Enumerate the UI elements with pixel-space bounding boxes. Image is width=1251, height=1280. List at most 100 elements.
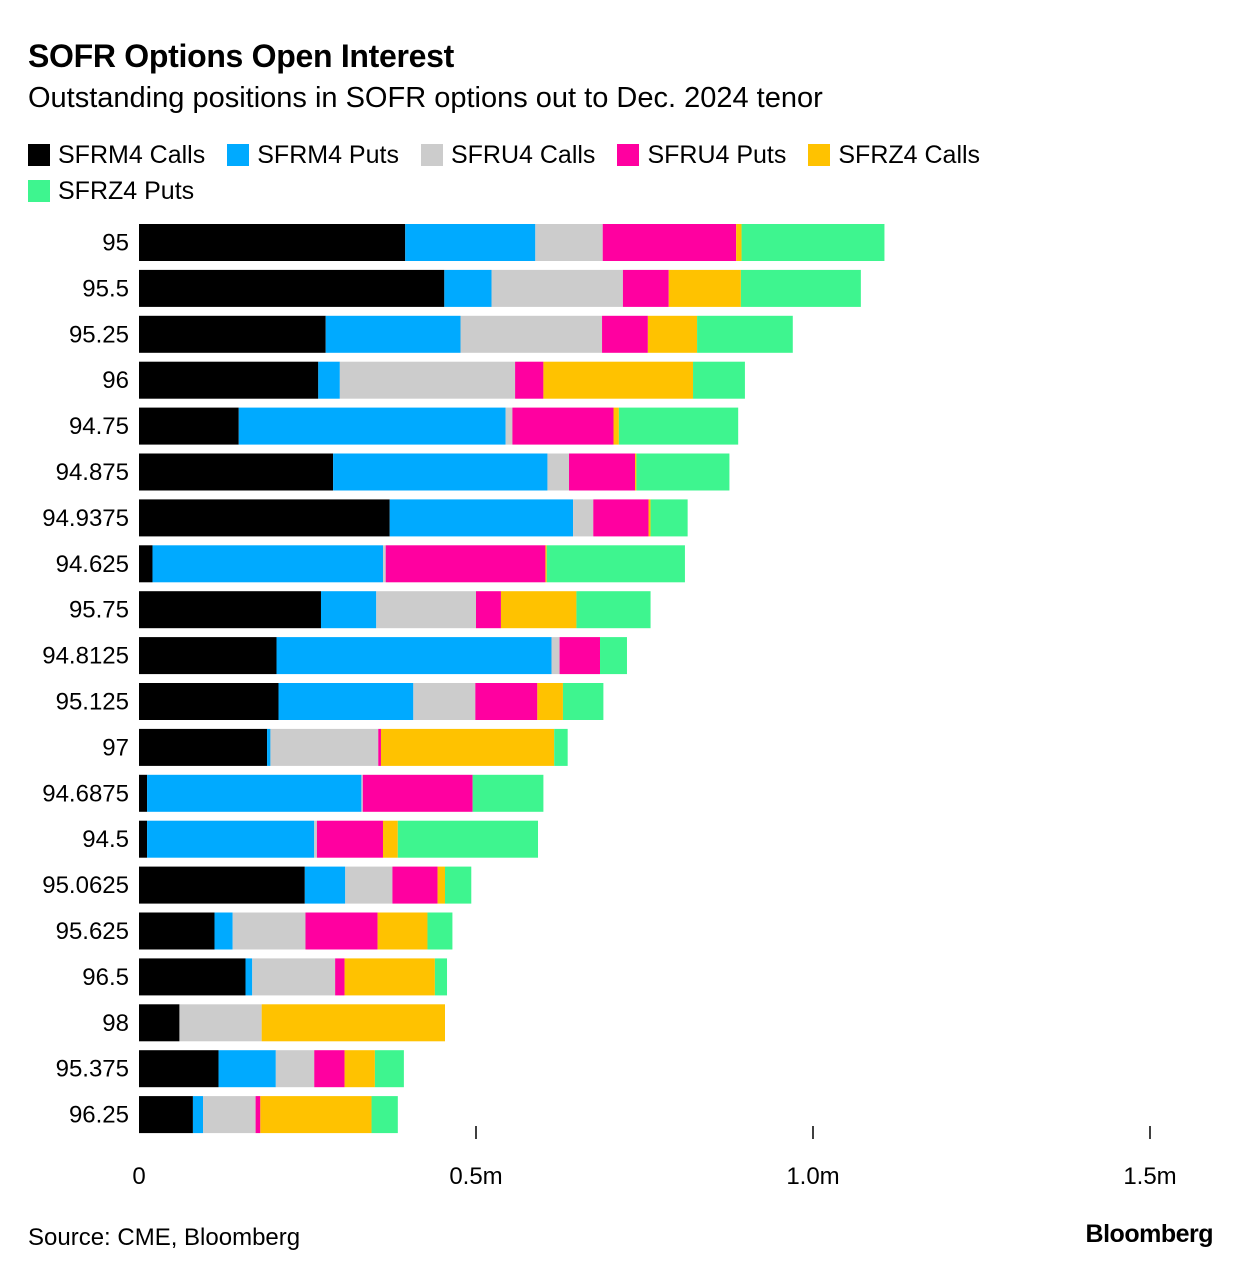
bar-segment: [344, 1050, 375, 1088]
bar-segment: [278, 683, 414, 720]
category-label: 94.6875: [42, 780, 129, 807]
bar-segment: [325, 315, 461, 353]
bar-segment: [139, 1096, 193, 1134]
bar-segment: [192, 1096, 204, 1134]
category-label: 96.25: [69, 1102, 129, 1129]
bar-segment: [600, 637, 627, 675]
bar-segment: [345, 866, 393, 904]
bar-segment: [377, 912, 428, 950]
category-label: 94.875: [56, 459, 129, 486]
bar-segment: [559, 637, 601, 675]
category-label: 94.9375: [42, 505, 129, 532]
legend-item-sfru4-calls: SFRU4 Calls: [420, 140, 596, 169]
bar-segment: [314, 820, 317, 858]
bar-segment: [535, 224, 603, 261]
bar-segment: [444, 866, 472, 904]
bar-segment: [593, 499, 649, 537]
category-label: 97: [102, 734, 129, 761]
legend-swatch: [28, 144, 50, 166]
category-label: 95: [102, 230, 129, 257]
bar-segment: [380, 728, 555, 766]
x-tick-label: 1.5m: [1123, 1163, 1176, 1190]
legend-label: SFRM4 Calls: [58, 140, 206, 169]
bar-segment: [554, 728, 568, 766]
bar-segment: [546, 545, 685, 583]
legend-item-sfrz4-puts: SFRZ4 Puts: [28, 176, 195, 205]
bar-segment: [152, 545, 383, 583]
legend-label: SFRU4 Puts: [647, 140, 787, 169]
bar-segment: [362, 774, 473, 812]
legend-swatch: [808, 144, 831, 166]
category-label: 96.5: [82, 964, 129, 991]
bar-segment: [476, 591, 501, 629]
bar-segment: [668, 269, 741, 307]
source-note: Source: CME, Bloomberg: [28, 1224, 301, 1251]
bar-segment: [693, 361, 745, 399]
bar-segment: [245, 958, 253, 996]
x-tick-label: 0: [132, 1163, 145, 1190]
legend-swatch: [28, 180, 50, 202]
bar-segment: [547, 453, 570, 491]
bar-segment: [267, 728, 271, 766]
category-label: 95.375: [56, 1056, 129, 1083]
bar-segment: [475, 683, 538, 720]
category-label: 95.125: [56, 689, 129, 716]
category-label: 96: [102, 367, 129, 394]
bar-segment: [238, 407, 506, 445]
bar-segment: [382, 545, 386, 583]
legend-swatch: [420, 144, 443, 166]
bar-segment: [361, 774, 363, 812]
x-tick-label: 1.0m: [786, 1163, 839, 1190]
bar-segment: [147, 774, 362, 812]
bar-segment: [139, 545, 153, 583]
bar-segment: [371, 1096, 398, 1134]
bar-segment: [139, 912, 215, 950]
bar-segment: [139, 453, 334, 491]
bar-segment: [374, 1050, 404, 1088]
category-label: 98: [102, 1010, 129, 1037]
bar-segment: [650, 499, 688, 537]
chart-subtitle: Outstanding positions in SOFR options ou…: [28, 82, 823, 114]
bar-segment: [472, 774, 544, 812]
bar-segment: [613, 407, 619, 445]
bar-segment: [740, 269, 861, 307]
bar-segment: [515, 361, 544, 399]
bar-segment: [139, 591, 321, 629]
bar-segment: [576, 591, 651, 629]
legend-item-sfrz4-calls: SFRZ4 Calls: [808, 141, 980, 169]
bar-segment: [636, 453, 730, 491]
bar-segment: [139, 728, 268, 766]
bar-segment: [139, 499, 390, 537]
bar-segment: [270, 728, 379, 766]
bar-segment: [500, 591, 577, 629]
bar-segment: [647, 315, 698, 353]
bar-segment: [139, 224, 406, 261]
bar-segment: [139, 820, 148, 858]
bar-segment: [382, 820, 398, 858]
legend-label: SFRZ4 Puts: [58, 176, 195, 205]
bar-segment: [252, 958, 336, 996]
bar-segment: [389, 499, 574, 537]
bar-segment: [139, 315, 326, 353]
category-label: 94.8125: [42, 643, 129, 670]
bar-segment: [397, 820, 539, 858]
bar-segment: [378, 728, 381, 766]
bar-segment: [276, 637, 552, 675]
bar-segment: [376, 591, 476, 629]
bar-segment: [434, 958, 448, 996]
category-label: 95.0625: [42, 872, 129, 899]
bloomberg-logo: Bloomberg: [1085, 1220, 1214, 1248]
bar-segment: [618, 407, 739, 445]
legend-item-sfrm4-calls: SFRM4 Calls: [28, 140, 206, 169]
bar-segment: [537, 683, 563, 720]
bar-segment: [736, 224, 742, 261]
bar-segment: [344, 958, 435, 996]
bar-segment: [602, 315, 648, 353]
bar-segment: [551, 637, 560, 675]
bar-segment: [444, 269, 492, 307]
bar-segment: [318, 361, 340, 399]
bar-segment: [491, 269, 623, 307]
bar-segment: [562, 683, 604, 720]
legend-label: SFRU4 Calls: [450, 140, 596, 169]
bar-segment: [320, 591, 377, 629]
